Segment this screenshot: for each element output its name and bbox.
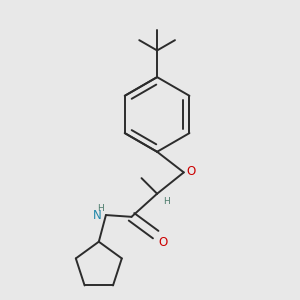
Text: H: H bbox=[164, 196, 170, 206]
Text: H: H bbox=[98, 204, 104, 213]
Text: O: O bbox=[186, 165, 196, 178]
Text: O: O bbox=[158, 236, 167, 249]
Text: N: N bbox=[93, 209, 102, 222]
